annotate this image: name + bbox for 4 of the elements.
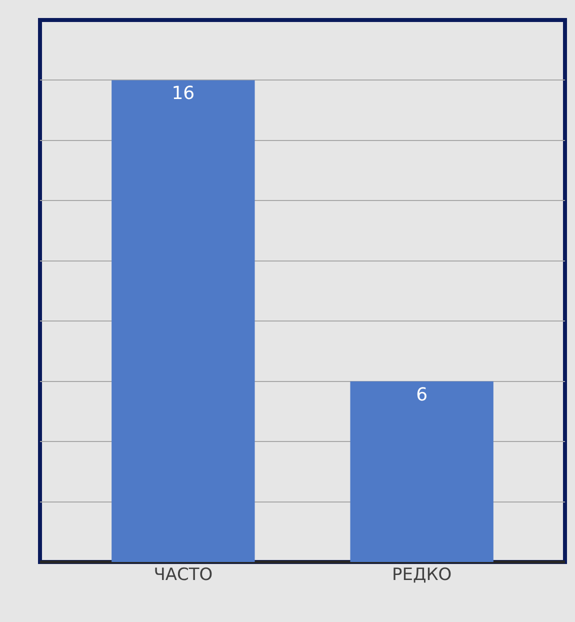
data-label: 16	[172, 83, 195, 104]
x-tick-label: ЧАСТО	[154, 565, 213, 585]
data-label: 6	[416, 384, 428, 406]
x-tick-label: РЕДКО	[392, 565, 452, 585]
